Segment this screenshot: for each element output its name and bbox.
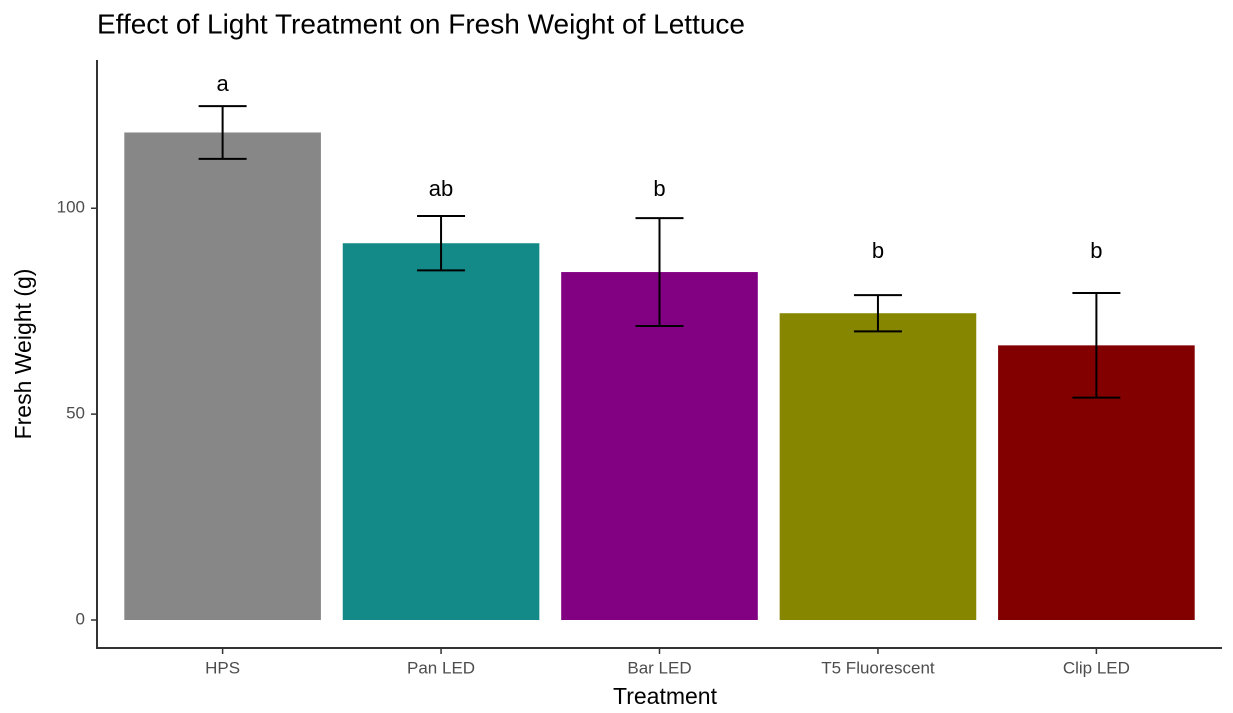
y-axis-title: Fresh Weight (g) <box>10 269 36 440</box>
bar <box>561 272 758 620</box>
bar <box>342 243 540 620</box>
x-tick-label: HPS <box>205 658 240 677</box>
chart-title: Effect of Light Treatment on Fresh Weigh… <box>97 8 745 39</box>
x-tick-label: T5 Fluorescent <box>821 658 935 677</box>
y-tick-label: 50 <box>66 404 85 423</box>
annotation: b <box>653 176 665 201</box>
bar <box>124 132 321 620</box>
annotation: ab <box>429 176 453 201</box>
annotation: b <box>1090 238 1102 263</box>
x-tick-label: Clip LED <box>1063 658 1130 677</box>
x-tick-label: Bar LED <box>627 658 691 677</box>
x-tick-label: Pan LED <box>407 658 475 677</box>
x-axis-title: Treatment <box>613 683 718 709</box>
bar <box>779 313 977 620</box>
y-tick-label: 100 <box>57 198 85 217</box>
annotation: a <box>216 71 229 96</box>
y-tick-label: 0 <box>76 609 85 628</box>
annotation: b <box>872 238 884 263</box>
